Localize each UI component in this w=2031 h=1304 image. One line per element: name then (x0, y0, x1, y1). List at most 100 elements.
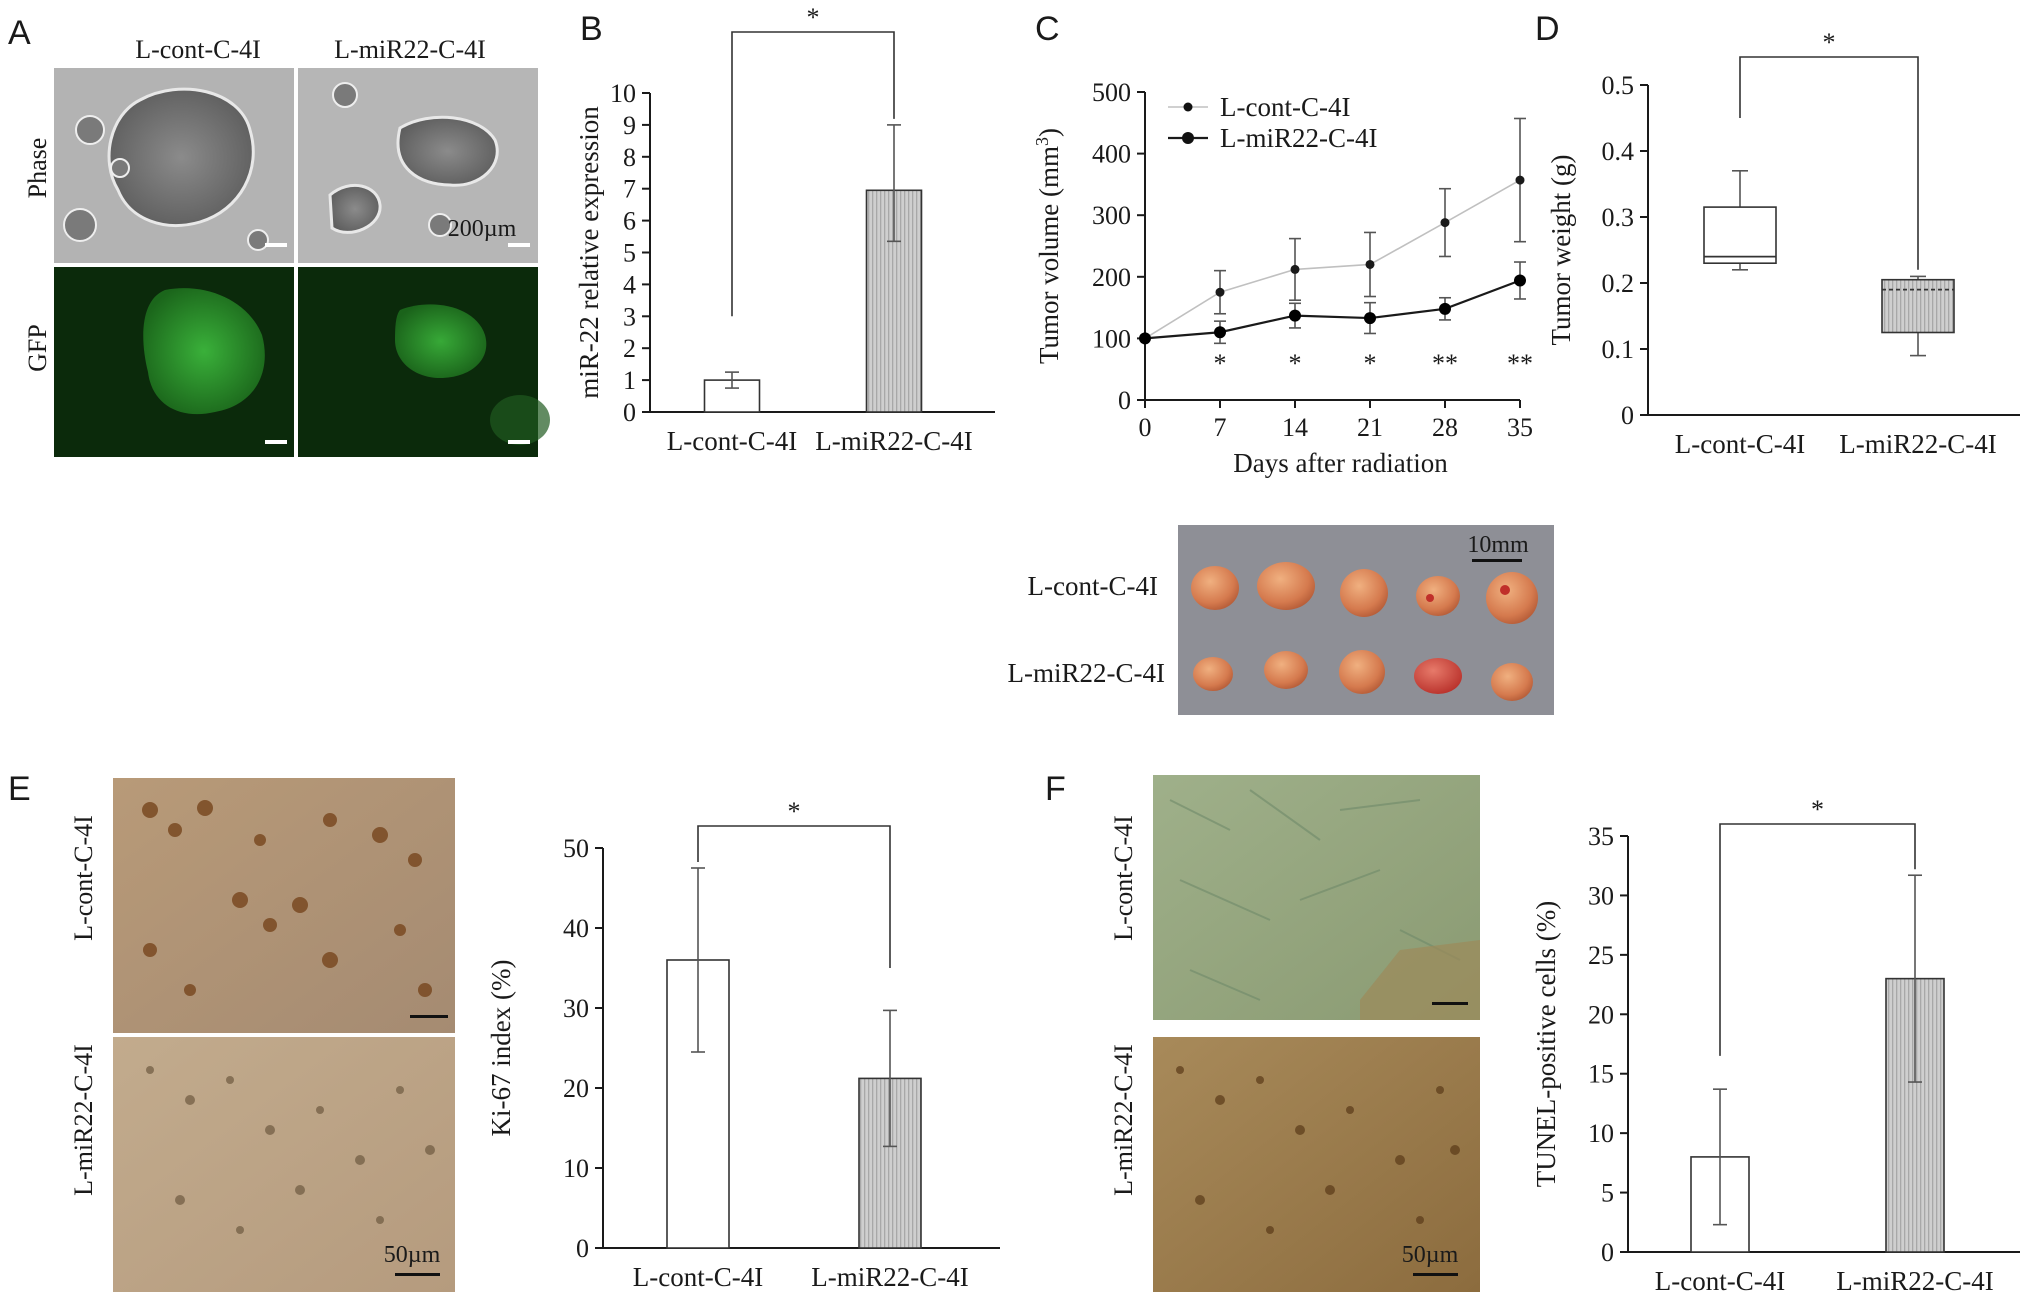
panel-d-y-tick-label: 0.5 (1602, 71, 1635, 100)
panel-c-point-series-2 (1439, 302, 1451, 315)
panel-c-x-tick-label: 28 (1432, 413, 1458, 442)
panel-e-y-tick-label: 30 (563, 994, 589, 1023)
panel-c-y-tick-label: 100 (1092, 324, 1131, 353)
panel-e-y-axis-label: Ki-67 index (%) (486, 960, 516, 1137)
panel-e-category-label-1: L-cont-C-4I (633, 1262, 763, 1292)
tumor-photo: L-cont-C-4I L-miR22-C-4I 10mm (1008, 525, 1554, 715)
panel-c-x-axis-label: Days after radiation (1233, 448, 1448, 478)
panel-c-y-axis-label-main: Tumor volume (mm (1034, 146, 1064, 364)
panel-c-significance-marker: * (1214, 349, 1227, 378)
panel-a-col-label-cont: L-cont-C-4I (135, 35, 261, 64)
panel-d-box-1 (1703, 206, 1777, 265)
panel-c-significance-marker: ** (1432, 349, 1458, 378)
phase-image-mir22: 200µm (298, 68, 538, 263)
panel-d-box-2 (1881, 278, 1955, 334)
panel-c-x-tick-label: 0 (1139, 413, 1152, 442)
tumors-mir22 (1193, 650, 1533, 701)
panel-e-y-tick-label: 0 (576, 1234, 589, 1263)
panel-a-row-label-phase: Phase (23, 138, 52, 199)
ihc-image-e-cont (113, 778, 455, 1033)
panel-d-significance-marker: * (1823, 28, 1836, 57)
panel-c-point-series-1 (1365, 259, 1375, 269)
panel-e-y-tick-label: 20 (563, 1074, 589, 1103)
panel-d: D 0 0.1 0.2 0.3 0.4 0.5 Tumor weight (g) L-cont… (1535, 10, 2020, 459)
phase-image-cont (54, 68, 294, 263)
panel-f-y-tick-label: 0 (1601, 1238, 1614, 1267)
panel-f-significance-bracket (1719, 823, 1916, 1056)
gfp-image-mir22 (298, 267, 550, 457)
panel-c-y-tick-label: 0 (1118, 386, 1131, 415)
panel-e-significance-bracket (697, 825, 891, 968)
tunel-image-f-cont (1153, 775, 1480, 1020)
panel-a-label: A (8, 14, 31, 52)
panel-c-y-tick-label: 400 (1092, 140, 1131, 169)
panel-c-point-series-2 (1514, 274, 1526, 287)
tumor-row-label-mir22: L-miR22-C-4I (1008, 658, 1165, 688)
tumors-cont (1191, 562, 1538, 624)
panel-b-category-label-2: L-miR22-C-4I (815, 426, 972, 456)
panel-c-x-tick-label: 35 (1507, 413, 1533, 442)
panel-c-y-axis-label-end: ) (1034, 128, 1064, 137)
panel-b-y-tick-label: 2 (623, 334, 636, 363)
panel-c-legend-label-2: L-miR22-C-4I (1220, 123, 1377, 153)
panel-c-x-tick-label: 14 (1282, 413, 1308, 442)
panel-c-series-line-2 (1144, 279, 1521, 340)
panel-e-significance-marker: * (788, 797, 801, 826)
panel-f-row-label-mir22: L-miR22-C-4I (1109, 1044, 1138, 1196)
panel-d-y-axis-label: Tumor weight (g) (1546, 154, 1576, 345)
panel-a: A L-cont-C-4I L-miR22-C-4I Phase GFP 200… (8, 14, 550, 457)
panel-e-row-label-cont: L-cont-C-4I (69, 815, 98, 941)
gfp-image-cont (54, 267, 294, 457)
panel-a-col-label-mir22: L-miR22-C-4I (334, 35, 486, 64)
panel-d-category-label-2: L-miR22-C-4I (1839, 429, 1996, 459)
panel-b-y-tick-label: 3 (623, 302, 636, 331)
panel-d-category-label-1: L-cont-C-4I (1675, 429, 1805, 459)
panel-e-y-tick-label: 10 (563, 1154, 589, 1183)
panel-f-y-tick-label: 5 (1601, 1179, 1614, 1208)
panel-c-x-tick-label: 21 (1357, 413, 1383, 442)
panel-f-category-label-1: L-cont-C-4I (1655, 1266, 1785, 1296)
panel-e-y-tick-label: 40 (563, 914, 589, 943)
panel-d-y-tick-label: 0.3 (1602, 203, 1635, 232)
panel-b-y-tick-label: 0 (623, 398, 636, 427)
tumor-scale-label: 10mm (1467, 532, 1529, 558)
panel-c-legend-marker-2 (1182, 132, 1194, 144)
panel-c-y-tick-label: 200 (1092, 263, 1131, 292)
panel-f-y-tick-label: 15 (1588, 1060, 1614, 1089)
panel-c-y-axis-label-sup: 3 (1032, 137, 1052, 146)
panel-c-y-axis-label: Tumor volume (mm3) (1032, 128, 1064, 364)
panel-b-y-tick-label: 7 (623, 175, 636, 204)
panel-c-significance-marker: ** (1507, 349, 1533, 378)
tumor-row-label-cont: L-cont-C-4I (1028, 571, 1158, 601)
panel-b-y-tick-label: 10 (610, 79, 636, 108)
panel-b-y-tick-label: 9 (623, 111, 636, 140)
panel-f: F L-cont-C-4I L-miR22-C-4I 50µm (1045, 770, 1480, 1292)
panel-a-row-label-gfp: GFP (23, 324, 52, 372)
panel-e-y-tick-label: 50 (563, 834, 589, 863)
panel-f-y-tick-label: 20 (1588, 1000, 1614, 1029)
panel-b-y-tick-label: 4 (623, 270, 636, 299)
panel-d-y-tick-label: 0.2 (1602, 269, 1635, 298)
panel-d-label: D (1535, 10, 1560, 48)
panel-c-x-tick-label: 7 (1214, 413, 1227, 442)
panel-f-chart: 0 5 10 15 20 25 30 35 TUNEL-positive cells (%) L-… (1531, 795, 2020, 1296)
panel-a-scale-label: 200µm (448, 216, 517, 242)
ihc-image-e-mir22: 50µm (113, 1037, 455, 1292)
panel-d-y-tick-label: 0.1 (1602, 335, 1635, 364)
panel-c-label: C (1035, 10, 1060, 48)
panel-f-scale-label: 50µm (1402, 1242, 1459, 1268)
panel-c-point-series-2 (1364, 312, 1376, 325)
panel-e-category-label-2: L-miR22-C-4I (811, 1262, 968, 1292)
panel-f-label: F (1045, 770, 1066, 808)
panel-e: E L-cont-C-4I L-miR22-C-4I 50µm (8, 770, 455, 1292)
panel-c-legend-marker-1 (1183, 102, 1193, 112)
panel-e-label: E (8, 770, 31, 808)
panel-b-significance-bracket (731, 31, 895, 317)
panel-c-y-tick-label: 500 (1092, 78, 1131, 107)
panel-c-point-series-2 (1214, 326, 1226, 339)
panel-e-row-label-mir22: L-miR22-C-4I (69, 1044, 98, 1196)
panel-b-y-tick-label: 1 (623, 366, 636, 395)
panel-e-chart: 0 10 20 30 40 50 Ki-67 index (%) L-cont-C-4I L-m… (486, 797, 1000, 1292)
